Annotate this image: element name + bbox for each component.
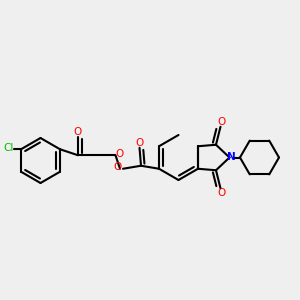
Text: O: O	[217, 117, 226, 127]
Text: O: O	[135, 138, 144, 148]
Text: O: O	[74, 127, 82, 137]
Text: O: O	[113, 162, 122, 172]
Text: O: O	[217, 188, 226, 198]
Text: N: N	[226, 152, 236, 163]
Text: Cl: Cl	[4, 143, 14, 153]
Text: O: O	[115, 149, 124, 159]
